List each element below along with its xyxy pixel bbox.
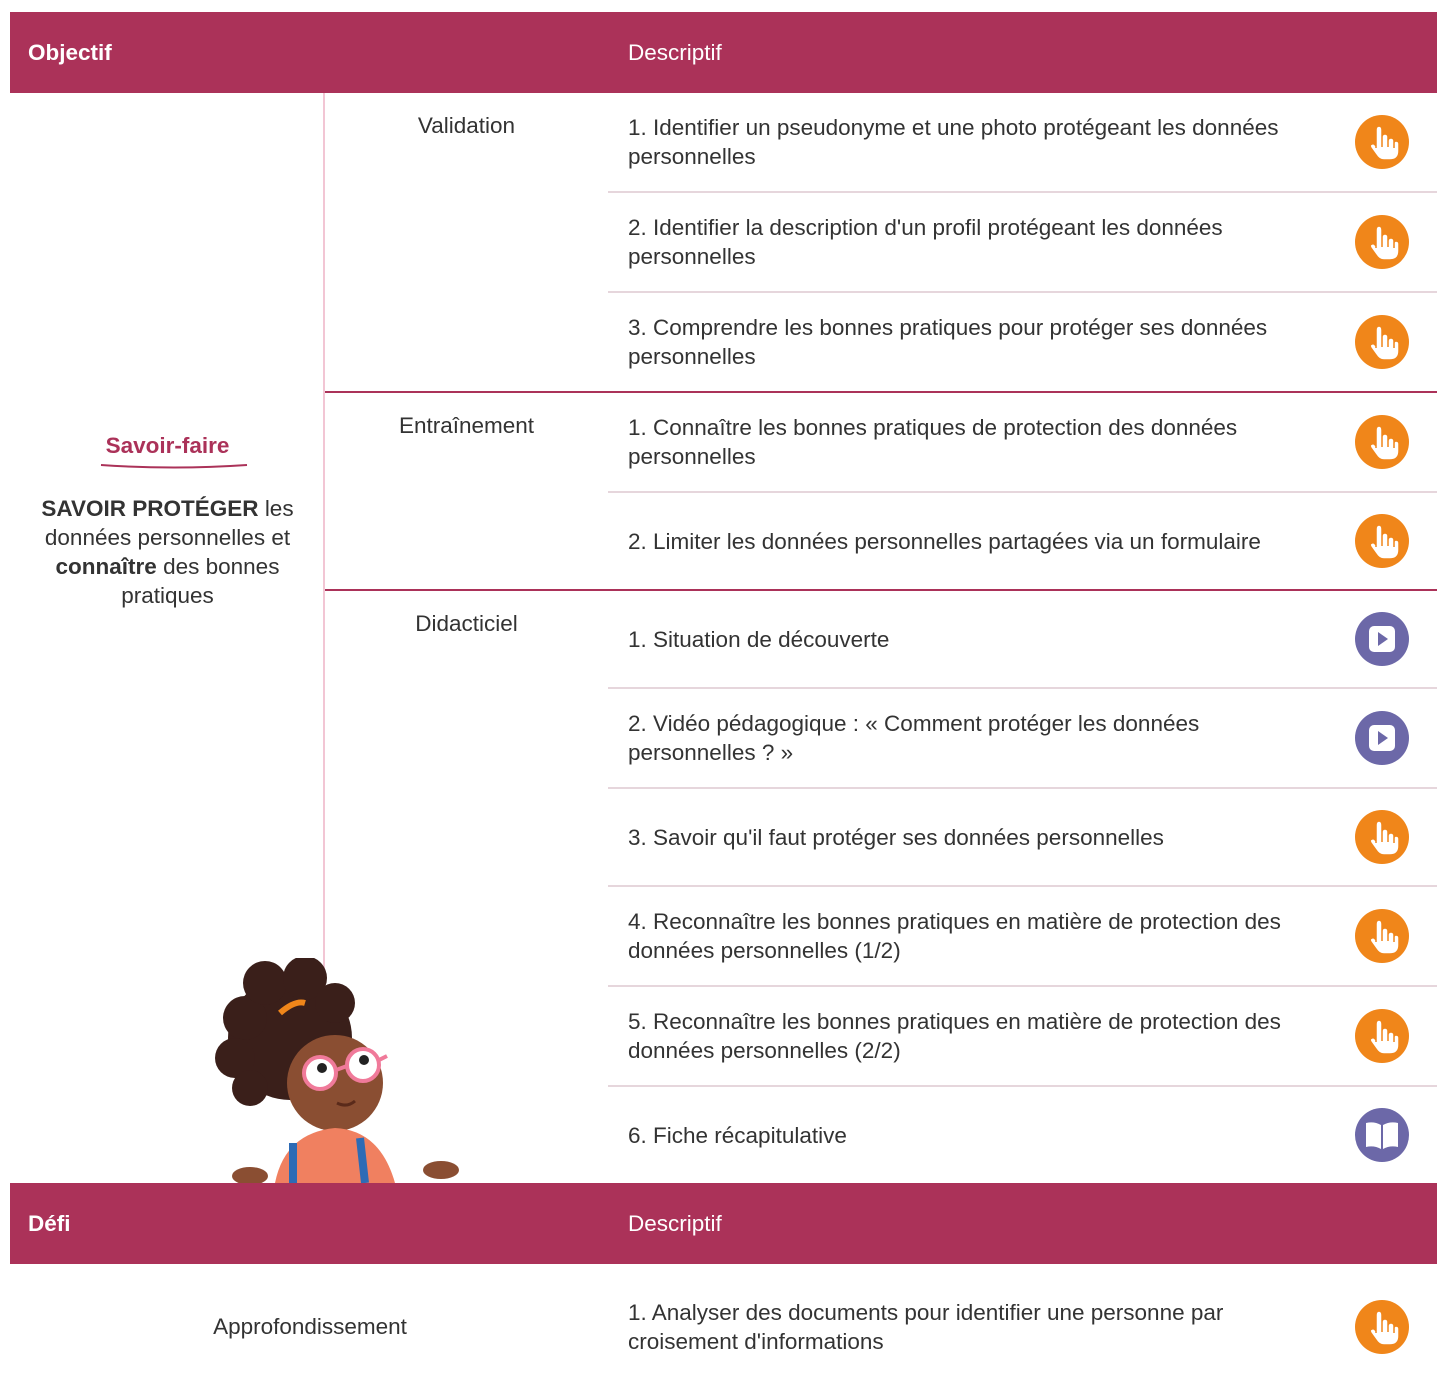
icon-hand[interactable] xyxy=(1354,1008,1410,1064)
header-cell: Descriptif xyxy=(628,39,722,65)
item-text: 4. Reconnaître les bonnes pratiques en m… xyxy=(628,909,1281,963)
description-part: des bonnes pratiques xyxy=(121,554,280,608)
item-row: 3. Comprendre les bonnes pratiques pour … xyxy=(608,293,1437,391)
item-row: 3. Savoir qu'il faut protéger ses donnée… xyxy=(608,789,1437,887)
item-text: 2. Vidéo pédagogique : « Comment protége… xyxy=(628,711,1200,765)
item-text: 3. Savoir qu'il faut protéger ses donnée… xyxy=(628,824,1164,850)
underline xyxy=(100,464,247,469)
group-label: Validation xyxy=(417,113,516,138)
header-cell: Défi xyxy=(28,1210,71,1236)
item-row: 1. Connaître les bonnes pratiques de pro… xyxy=(608,393,1437,493)
groups: Validation 1. Identifier un pseudonyme et… xyxy=(325,93,1437,1183)
item-row: 4. Reconnaître les bonnes pratiques en m… xyxy=(608,887,1437,987)
item-text: 3. Comprendre les bonnes pratiques pour … xyxy=(628,315,1268,369)
challenge-header: Défi Descriptif xyxy=(10,1183,1437,1264)
group-label: Didacticiel xyxy=(415,611,518,636)
objective-section: Savoir-faire SAVOIR PROTÉGER les données… xyxy=(10,93,1437,1183)
objective-text: Savoir-faire SAVOIR PROTÉGER les données… xyxy=(10,431,325,610)
page: Objectif Descriptif Savoir-faire SAVOIR … xyxy=(0,12,1437,1354)
label-text: Savoir-faire xyxy=(105,433,230,458)
item-text: 1. Analyser des documents pour identifie… xyxy=(628,1299,1224,1354)
description-part: connaître xyxy=(55,554,157,579)
group: Entraînement 1. Connaître les bonnes prat… xyxy=(325,393,1437,591)
item-text: 1. Connaître les bonnes pratiques de pro… xyxy=(628,415,1238,469)
item-text: 1. Identifier un pseudonyme et une photo… xyxy=(628,115,1279,169)
item-row: 6. Fiche récapitulative xyxy=(608,1087,1437,1183)
icon-hand[interactable] xyxy=(1354,513,1410,569)
items: 1. Situation de découverte 2. Vidéo pédag… xyxy=(608,591,1437,1183)
description-part: SAVOIR PROTÉGER xyxy=(41,496,259,521)
group: Didacticiel 1. Situation de découverte 2. … xyxy=(325,591,1437,1183)
icon-hand[interactable] xyxy=(1354,314,1410,370)
objective-description: SAVOIR PROTÉGER les données personnelles… xyxy=(10,494,325,610)
icon-play[interactable] xyxy=(1354,710,1410,766)
objective-label: Savoir-faire xyxy=(100,431,247,469)
item-text: 1. Situation de découverte xyxy=(628,626,890,652)
icon-play[interactable] xyxy=(1354,611,1410,667)
item-text: 2. Limiter les données personnelles part… xyxy=(628,528,1261,554)
icon-book[interactable] xyxy=(1354,1107,1410,1163)
item-row: 2. Identifier la description d'un profil… xyxy=(608,193,1437,293)
item-row: 2. Vidéo pédagogique : « Comment protége… xyxy=(608,689,1437,789)
objective-column: Savoir-faire SAVOIR PROTÉGER les données… xyxy=(10,93,459,1183)
item-row: 5. Reconnaître les bonnes pratiques en m… xyxy=(608,987,1437,1087)
challenge-rows: Approfondissement 1. Analyser des documen… xyxy=(0,1264,1437,1389)
illustration xyxy=(215,958,459,1183)
group-label: Entraînement xyxy=(398,413,535,438)
item-row: 1. Situation de découverte xyxy=(608,591,1437,689)
items: 1. Connaître les bonnes pratiques de pro… xyxy=(608,393,1437,589)
item-row: 2. Limiter les données personnelles part… xyxy=(608,493,1437,589)
icon-hand[interactable] xyxy=(1354,1299,1410,1355)
items: 1. Identifier un pseudonyme et une photo… xyxy=(608,93,1437,391)
icon-hand[interactable] xyxy=(1354,908,1410,964)
items: 1. Analyser des documents pour identifie… xyxy=(610,1278,1437,1376)
group: Validation 1. Identifier un pseudonyme et… xyxy=(325,93,1437,393)
header-cell: Objectif xyxy=(28,39,112,65)
challenge-row: Approfondissement 1. Analyser des documen… xyxy=(10,1264,1437,1389)
challenge-label: Approfondissement xyxy=(213,1313,407,1339)
icon-hand[interactable] xyxy=(1354,214,1410,270)
objective-header: Objectif Descriptif xyxy=(10,12,1437,93)
item-text: 6. Fiche récapitulative xyxy=(628,1122,847,1148)
item-row: 1. Identifier un pseudonyme et une photo… xyxy=(608,93,1437,193)
description-part: les données personnelles et xyxy=(44,496,294,550)
icon-hand[interactable] xyxy=(1354,809,1410,865)
icon-hand[interactable] xyxy=(1354,114,1410,170)
item-text: 5. Reconnaître les bonnes pratiques en m… xyxy=(628,1009,1281,1063)
item-row: 1. Analyser des documents pour identifie… xyxy=(610,1278,1437,1376)
item-text: 2. Identifier la description d'un profil… xyxy=(628,215,1223,269)
icon-hand[interactable] xyxy=(1354,414,1410,470)
header-cell: Descriptif xyxy=(628,1210,722,1236)
